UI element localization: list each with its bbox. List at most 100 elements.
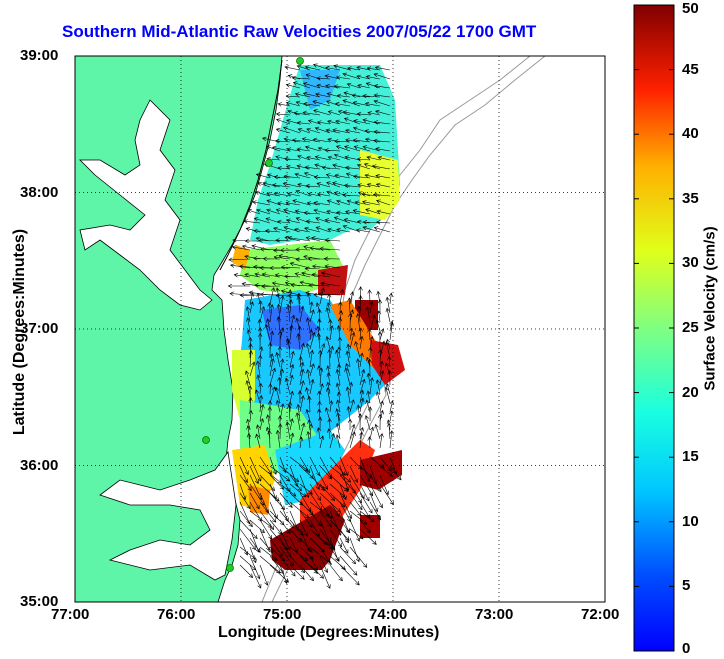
velocity-arrow <box>296 295 301 314</box>
velocity-arrow <box>358 295 363 314</box>
velocity-arrow <box>327 155 341 161</box>
velocity-arrow <box>314 155 331 161</box>
velocity-arrow <box>359 352 364 368</box>
velocity-arrow <box>284 235 301 242</box>
velocity-arrow <box>352 174 371 179</box>
velocity-arrow <box>267 429 272 449</box>
velocity-arrow <box>326 372 331 386</box>
velocity-arrow <box>365 399 371 413</box>
velocity-arrow <box>279 403 285 422</box>
velocity-arrow <box>266 173 281 179</box>
velocity-arrow <box>339 288 345 305</box>
velocity-arrow <box>345 363 351 377</box>
velocity-arrow <box>362 145 381 152</box>
velocity-arrow <box>313 109 331 116</box>
velocity-arrow <box>269 304 275 323</box>
velocity-arrow <box>280 289 301 296</box>
velocity-arrow <box>261 284 281 289</box>
velocity-arrow <box>369 474 382 493</box>
velocity-arrow <box>248 409 253 422</box>
x-tick-label: 76:00 <box>157 606 196 623</box>
velocity-arrow <box>349 331 356 350</box>
velocity-arrow <box>286 339 291 359</box>
velocity-arrow <box>337 110 351 116</box>
velocity-arrow <box>386 422 392 440</box>
velocity-arrow <box>247 385 253 404</box>
velocity-arrow <box>359 335 364 350</box>
velocity-arrow <box>247 208 261 215</box>
velocity-arrow <box>326 190 341 197</box>
velocity-arrow <box>344 165 361 170</box>
velocity-arrow <box>376 310 382 323</box>
velocity-arrow <box>389 410 394 422</box>
velocity-arrow <box>336 346 342 359</box>
velocity-arrow <box>319 383 324 395</box>
velocity-arrow <box>296 333 301 350</box>
velocity-arrow <box>349 528 364 540</box>
x-tick-label: 74:00 <box>369 606 408 623</box>
velocity-arrow <box>279 510 295 529</box>
velocity-arrow <box>249 546 257 564</box>
velocity-arrow <box>269 357 275 377</box>
velocity-arrow <box>342 72 361 80</box>
velocity-arrow <box>273 191 291 197</box>
velocity-arrow <box>342 99 361 107</box>
velocity-arrow <box>327 110 341 116</box>
velocity-arrow <box>289 528 302 543</box>
velocity-arrow <box>328 400 334 413</box>
velocity-arrow <box>333 64 351 71</box>
velocity-arrow <box>337 363 342 377</box>
velocity-arrow <box>377 299 383 314</box>
velocity-arrow <box>377 331 383 350</box>
velocity-arrow <box>319 435 325 449</box>
velocity-arrow <box>336 391 342 404</box>
velocity-arrow <box>363 163 381 170</box>
velocity-arrow <box>285 94 301 99</box>
velocity-arrow <box>249 456 262 482</box>
velocity-arrow <box>336 399 341 413</box>
velocity-arrow <box>259 456 272 475</box>
velocity-arrow <box>248 350 254 368</box>
velocity-arrow <box>259 403 265 422</box>
velocity-arrow <box>289 546 308 562</box>
velocity-arrow <box>319 246 341 251</box>
velocity-arrow <box>313 201 331 206</box>
velocity-arrow <box>275 429 281 449</box>
velocity-arrow <box>309 301 314 314</box>
velocity-arrow <box>359 427 365 440</box>
velocity-arrow <box>359 483 370 502</box>
velocity-arrow <box>309 555 318 571</box>
velocity-arrow <box>309 331 316 350</box>
x-tick-label: 72:00 <box>581 606 620 623</box>
velocity-arrow <box>286 218 301 224</box>
velocity-arrow <box>316 332 321 350</box>
velocity-arrow <box>317 408 322 422</box>
velocity-arrow <box>324 148 341 153</box>
velocity-arrow <box>299 546 314 560</box>
velocity-arrow <box>285 421 291 440</box>
velocity-arrow <box>321 271 341 278</box>
velocity-arrow <box>295 412 301 431</box>
velocity-arrow <box>241 244 261 251</box>
velocity-arrow <box>364 101 381 107</box>
velocity-arrow <box>309 465 320 491</box>
velocity-arrow <box>349 483 362 504</box>
velocity-arrow <box>387 369 392 386</box>
velocity-arrow <box>357 183 371 188</box>
velocity-arrow <box>364 137 381 143</box>
velocity-arrow <box>319 555 329 574</box>
velocity-arrow <box>326 181 341 188</box>
velocity-arrow <box>309 537 325 553</box>
velocity-arrow <box>244 370 251 386</box>
velocity-arrow <box>267 406 272 422</box>
velocity-arrow <box>254 272 271 278</box>
velocity-arrow <box>299 519 308 537</box>
velocity-arrow <box>296 403 301 422</box>
velocity-arrow <box>335 349 341 368</box>
velocity-arrow <box>366 155 381 161</box>
velocity-arrow <box>389 430 394 449</box>
velocity-arrow <box>327 417 332 431</box>
velocity-arrow <box>343 117 361 125</box>
velocity-arrow <box>315 226 331 233</box>
velocity-arrow <box>261 272 281 278</box>
